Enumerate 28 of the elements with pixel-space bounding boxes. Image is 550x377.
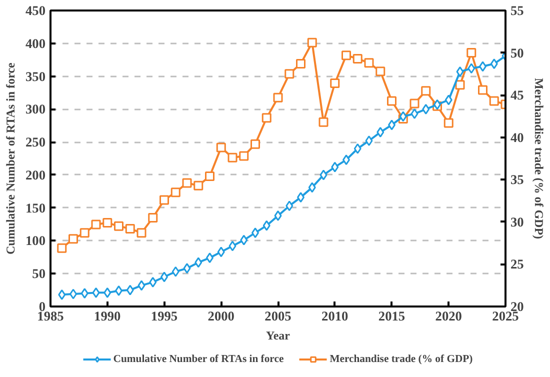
x-axis-title: Year — [266, 328, 291, 342]
y2-tick-label: 30 — [510, 214, 524, 230]
y-tick-label: 450 — [26, 3, 46, 18]
y-tick-label: 300 — [26, 102, 46, 117]
y2-tick-label: 35 — [510, 172, 524, 188]
y-tick-label: 50 — [32, 266, 46, 282]
y2-tick-label: 25 — [510, 256, 524, 272]
y2-axis-title: Merchandise trade (% of GDP) — [532, 78, 546, 240]
y2-tick-label: 40 — [510, 130, 524, 145]
x-tick-label: 1990 — [94, 308, 122, 324]
y2-tick-label: 45 — [510, 88, 524, 103]
y2-tick-label: 50 — [510, 45, 524, 60]
y-tick-label: 150 — [26, 200, 46, 216]
x-tick-label: 1995 — [150, 308, 178, 324]
x-tick-label: 2020 — [435, 308, 462, 324]
x-tick-label: 2000 — [208, 308, 235, 324]
legend-label: Merchandise trade (% of GDP) — [330, 353, 473, 365]
y-tick-label: 200 — [26, 167, 46, 182]
y-tick-label: 100 — [26, 233, 46, 248]
y2-tick-label: 55 — [510, 3, 524, 18]
x-tick-label: 2010 — [322, 308, 349, 324]
y-tick-label: 400 — [26, 36, 46, 51]
legend-label: Cumulative Number of RTAs in force — [113, 353, 284, 365]
y-tick-label: 250 — [26, 134, 46, 150]
x-tick-label: 2015 — [378, 308, 406, 324]
y-tick-label: 350 — [26, 68, 46, 84]
y-axis-title: Cumulative Number of RTAs in force — [4, 62, 18, 255]
x-tick-label: 2005 — [264, 308, 292, 324]
